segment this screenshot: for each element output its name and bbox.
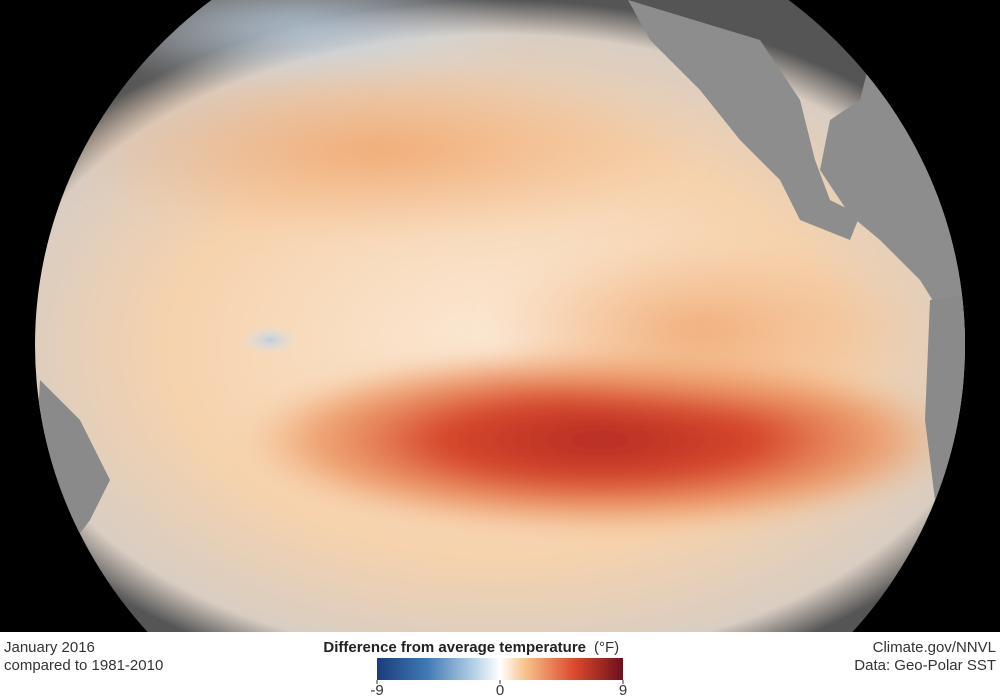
legend-title: Difference from average temperature: [323, 639, 586, 656]
warm-anomaly: [480, 240, 920, 420]
cool-anomaly: [240, 325, 300, 355]
legend-ticks: -9 0 9: [370, 680, 627, 699]
legend-unit: (°F): [594, 639, 619, 656]
date: January 2016: [4, 639, 95, 656]
baseline: compared to 1981-2010: [4, 657, 163, 674]
tick-label: 0: [496, 682, 504, 699]
source: Data: Geo-Polar SST: [854, 657, 996, 674]
cool-anomaly: [70, 0, 530, 90]
tick-label: 9: [619, 682, 627, 699]
globe: [35, 0, 965, 632]
credit: Climate.gov/NNVL: [873, 639, 996, 656]
color-bar: [377, 658, 623, 680]
warm-anomaly: [50, 60, 710, 240]
tick-label: -9: [370, 682, 383, 699]
